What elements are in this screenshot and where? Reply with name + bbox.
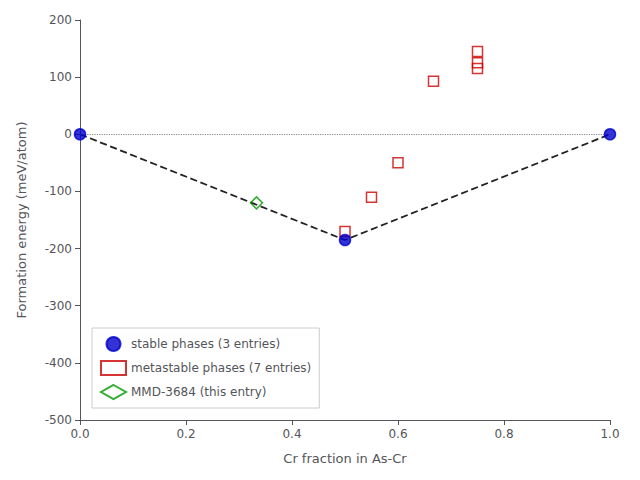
svg-text:Cr fraction in As-Cr: Cr fraction in As-Cr — [283, 451, 407, 466]
svg-text:1.0: 1.0 — [600, 427, 619, 441]
svg-text:0.6: 0.6 — [388, 427, 407, 441]
svg-text:stable phases (3 entries): stable phases (3 entries) — [131, 337, 280, 351]
svg-text:200: 200 — [49, 13, 72, 27]
svg-text:0.4: 0.4 — [282, 427, 301, 441]
svg-text:0.8: 0.8 — [494, 427, 513, 441]
svg-text:metastable phases (7 entries): metastable phases (7 entries) — [131, 361, 311, 375]
svg-text:-200: -200 — [45, 242, 72, 256]
svg-text:-300: -300 — [45, 299, 72, 313]
svg-text:100: 100 — [49, 70, 72, 84]
svg-text:0.2: 0.2 — [176, 427, 195, 441]
svg-text:MMD-3684 (this entry): MMD-3684 (this entry) — [131, 385, 266, 399]
svg-text:0: 0 — [64, 127, 72, 141]
svg-text:-400: -400 — [45, 356, 72, 370]
svg-text:0.0: 0.0 — [70, 427, 89, 441]
svg-text:-500: -500 — [45, 413, 72, 427]
svg-text:Formation energy (meV/atom): Formation energy (meV/atom) — [14, 122, 29, 319]
svg-text:-100: -100 — [45, 184, 72, 198]
